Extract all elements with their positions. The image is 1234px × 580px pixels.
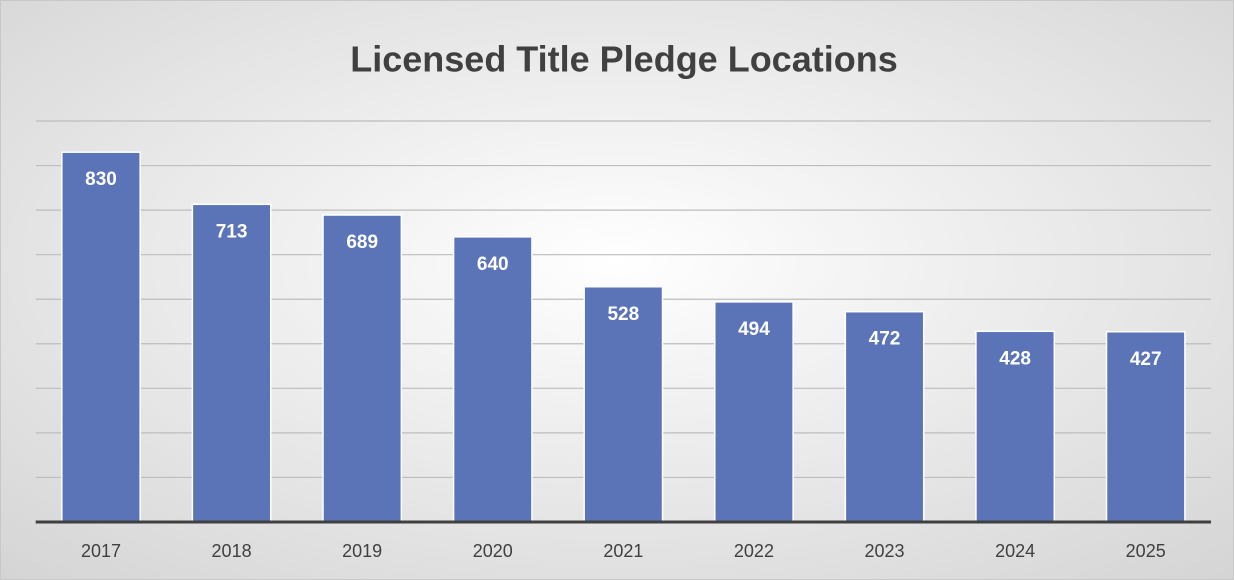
bar — [452, 236, 533, 523]
data-label: 427 — [1130, 349, 1162, 370]
data-label: 494 — [738, 319, 770, 340]
bar — [975, 330, 1056, 523]
data-label: 689 — [346, 232, 378, 253]
data-label: 713 — [216, 221, 248, 242]
bar — [61, 151, 141, 523]
chart-title: Licensed Title Pledge Locations — [350, 39, 897, 80]
data-label: 830 — [85, 169, 117, 190]
data-label: 640 — [477, 254, 509, 275]
x-tick-label: 2022 — [734, 541, 774, 561]
data-label: 428 — [999, 348, 1031, 369]
x-tick-label: 2019 — [342, 541, 382, 561]
x-tick-label: 2021 — [603, 541, 643, 561]
data-label: 528 — [607, 304, 639, 325]
x-tick-label: 2018 — [212, 541, 252, 561]
x-tick-label: 2023 — [865, 541, 905, 561]
bar — [322, 214, 403, 523]
x-tick-label: 2020 — [473, 541, 513, 561]
bar — [1105, 330, 1186, 523]
bar — [583, 285, 664, 523]
x-tick-label: 2017 — [81, 541, 121, 561]
x-tick-label: 2024 — [995, 541, 1035, 561]
data-label: 472 — [869, 329, 901, 350]
bar — [191, 203, 272, 523]
bar — [844, 310, 925, 523]
x-tick-label: 2025 — [1126, 541, 1166, 561]
